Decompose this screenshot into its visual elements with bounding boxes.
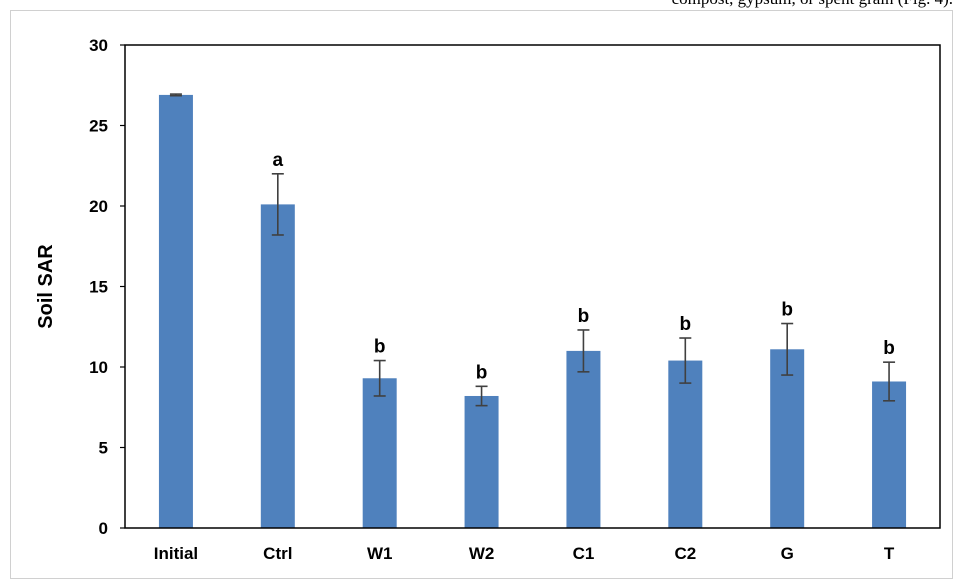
bar-c1: [566, 350, 601, 528]
y-tick-label: 0: [99, 519, 108, 538]
y-tick-label: 5: [99, 439, 108, 458]
significance-label-w2: b: [476, 362, 488, 383]
error-bar-t: [883, 361, 896, 402]
error-bar-w1: [373, 359, 386, 397]
top-caption: compost, gypsum, or spent grain (Fig. 4)…: [672, 0, 953, 8]
bars-group: [158, 94, 907, 528]
error-bar-c2: [679, 337, 692, 384]
x-tick-label-g: G: [781, 544, 794, 563]
y-tick-label: 10: [89, 358, 108, 377]
x-tick-label-ctrl: Ctrl: [263, 544, 292, 563]
error-bar-initial: [169, 93, 182, 97]
bar-initial: [158, 94, 193, 528]
chart-frame: [10, 10, 953, 579]
significance-label-g: b: [781, 300, 793, 321]
x-tick-label-w1: W1: [367, 544, 393, 563]
significance-label-ctrl: a: [273, 150, 284, 171]
x-labels-group: Initial Ctrl W1 W2 C1 C2 G T: [154, 544, 895, 563]
x-tick-label-c2: C2: [674, 544, 696, 563]
significance-label-c2: b: [680, 314, 692, 335]
bar-w2: [464, 395, 499, 528]
bar-ctrl: [260, 204, 295, 528]
x-tick-label-initial: Initial: [154, 544, 198, 563]
error-bar-g: [781, 322, 794, 376]
significance-labels-group: a b b b b b b: [273, 150, 895, 384]
error-bar-c1: [577, 329, 590, 373]
error-bars-group: [169, 93, 896, 407]
bar-t: [872, 381, 907, 528]
error-bar-ctrl: [271, 173, 284, 236]
bar-w1: [362, 378, 397, 528]
significance-label-w1: b: [374, 337, 386, 358]
y-tick-label: 20: [89, 197, 108, 216]
plot-area: [124, 44, 941, 529]
x-tick-label-w2: W2: [469, 544, 495, 563]
significance-label-c1: b: [578, 306, 590, 327]
x-tick-label-c1: C1: [573, 544, 595, 563]
x-tick-label-t: T: [884, 544, 895, 563]
significance-label-t: b: [883, 338, 895, 359]
error-bar-w2: [475, 385, 488, 407]
y-ticks-group: 0 5 10 15 20 25 30: [89, 36, 125, 538]
y-tick-label: 30: [89, 36, 108, 55]
bar-g: [770, 349, 805, 528]
y-tick-label: 15: [89, 278, 108, 297]
bar-c2: [668, 360, 703, 528]
y-tick-label: 25: [89, 117, 108, 136]
y-axis-title: Soil SAR: [35, 244, 57, 329]
